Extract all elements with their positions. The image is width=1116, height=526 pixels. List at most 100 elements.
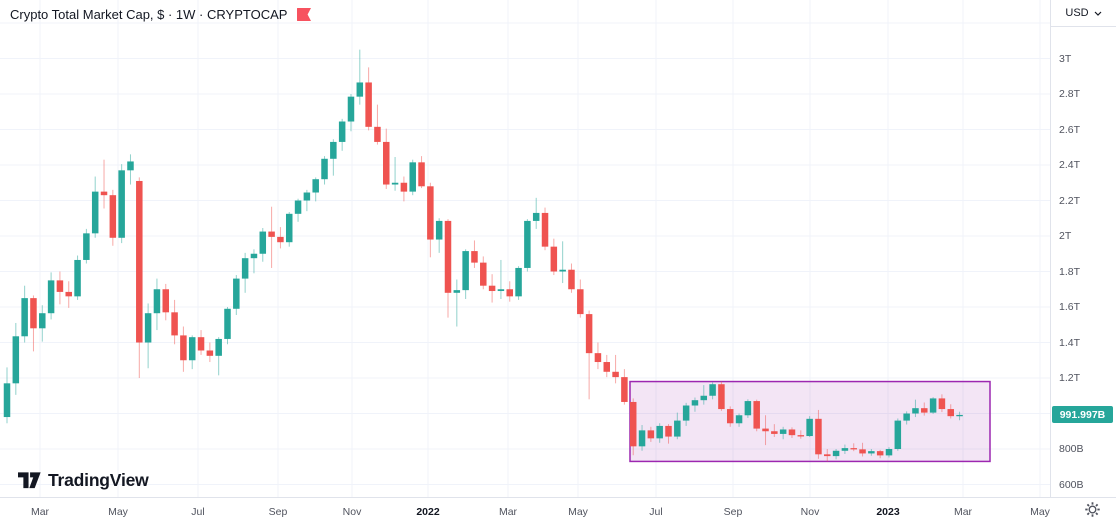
candle-down xyxy=(947,409,954,417)
candle-down xyxy=(136,180,143,343)
candle-up xyxy=(188,337,196,361)
candle-down xyxy=(550,246,558,272)
candle-down xyxy=(109,195,117,238)
candle-down xyxy=(921,408,928,413)
candle-up xyxy=(806,418,813,437)
tradingview-logo-mark xyxy=(18,472,41,489)
candle-up xyxy=(250,253,258,259)
time-tick-month-label: May xyxy=(1030,506,1050,518)
time-tick-month-label: Mar xyxy=(498,506,518,518)
price-tick-label: 2.8T xyxy=(1059,88,1081,100)
candle-up xyxy=(21,298,28,337)
candle-up xyxy=(338,121,346,142)
time-tick-month-label: Jul xyxy=(649,506,663,518)
candle-down xyxy=(612,371,619,378)
price-tick-label: 1.8T xyxy=(1059,265,1081,278)
candle-up xyxy=(744,401,752,416)
candle-down xyxy=(629,401,637,447)
candle-up xyxy=(462,251,469,291)
candle-down xyxy=(180,335,187,361)
time-tick-month-label: Sep xyxy=(723,506,743,518)
candle-up xyxy=(12,336,20,384)
candle-down xyxy=(762,428,769,432)
candle-down xyxy=(365,82,372,127)
gear-icon[interactable] xyxy=(1084,501,1101,518)
candle-up xyxy=(700,395,708,401)
chart-legend: Crypto Total Market Cap, $ · 1W · CRYPTO… xyxy=(10,7,312,22)
candle-up xyxy=(356,82,364,97)
price-axis[interactable]: USD 991.997B 3T 2.8T 2.6T 2.4T 2.2T 2T 1.8T 1.6… xyxy=(1051,0,1116,497)
candle-down xyxy=(647,430,655,439)
candle-down xyxy=(277,236,284,243)
time-tick-year-label: 2023 xyxy=(876,506,900,518)
candle-up xyxy=(682,405,690,421)
candle-down xyxy=(30,298,37,329)
flag-icon[interactable] xyxy=(297,8,312,21)
candle-down xyxy=(815,418,822,455)
candle-down xyxy=(197,337,205,351)
last-price-label: 991.997B xyxy=(1052,406,1113,424)
candle-up xyxy=(453,290,461,293)
candle-down xyxy=(726,409,734,424)
candle-down xyxy=(665,425,672,437)
candle-down xyxy=(621,377,628,402)
candle-down xyxy=(718,384,725,410)
candle-down xyxy=(577,289,584,315)
chart-canvas[interactable] xyxy=(0,0,1050,497)
candle-down xyxy=(206,350,214,356)
candle-up xyxy=(497,289,505,292)
candle-up xyxy=(215,338,222,356)
candle-up xyxy=(435,220,443,240)
candle-down xyxy=(568,269,575,290)
tradingview-logo[interactable]: TradingView xyxy=(18,470,149,491)
candle-down xyxy=(594,353,602,363)
candle-up xyxy=(153,289,161,314)
candle-up xyxy=(233,278,240,309)
candle-up xyxy=(127,161,134,171)
symbol-title[interactable]: Crypto Total Market Cap, $ · 1W · CRYPTO… xyxy=(10,7,288,22)
candle-up xyxy=(91,191,99,234)
time-tick-month-label: May xyxy=(108,506,128,518)
candle-down xyxy=(444,220,452,293)
tradingview-logo-text: TradingView xyxy=(48,470,149,490)
candle-down xyxy=(938,398,946,410)
candle-up xyxy=(841,448,849,451)
candle-up xyxy=(735,415,743,424)
time-tick-month-label: Mar xyxy=(953,506,973,518)
candle-down xyxy=(56,280,64,292)
candle-up xyxy=(903,413,910,421)
price-tick-label: 2.4T xyxy=(1059,159,1081,171)
candle-up xyxy=(224,308,231,339)
candle-up xyxy=(691,400,699,406)
price-tick-label: 800B xyxy=(1059,443,1084,455)
candle-up xyxy=(241,258,249,279)
candle-up xyxy=(885,449,893,456)
currency-label: USD xyxy=(1065,7,1089,19)
candle-up xyxy=(674,420,681,437)
time-axis[interactable]: Mar May Jul Sep Nov 2022 Mar May Jul Sep Nov 2023 Ma… xyxy=(0,497,1116,526)
price-tick-label: 2.2T xyxy=(1059,194,1081,207)
price-tick-label: 3T xyxy=(1059,52,1072,65)
candle-up xyxy=(285,213,293,243)
time-tick-month-label: May xyxy=(568,506,588,518)
candle-up xyxy=(929,398,937,413)
currency-selector[interactable]: USD xyxy=(1051,0,1116,27)
candle-up xyxy=(3,383,11,418)
candle-down xyxy=(824,454,831,457)
candle-up xyxy=(303,192,311,201)
candle-up xyxy=(144,313,152,343)
candle-down xyxy=(603,362,611,372)
candle-up xyxy=(47,280,55,314)
candle-down xyxy=(797,435,805,437)
candle-down xyxy=(374,126,381,142)
time-tick-month-label: Nov xyxy=(800,506,820,518)
price-tick-label: 1.2T xyxy=(1059,372,1081,384)
candle-down xyxy=(427,186,434,240)
candle-down xyxy=(400,182,408,192)
candle-up xyxy=(118,170,125,238)
candle-down xyxy=(771,431,778,434)
time-tick-month-label: Sep xyxy=(268,506,288,518)
price-tick-label: 1.6T xyxy=(1059,301,1081,313)
flag-icon xyxy=(297,8,312,21)
